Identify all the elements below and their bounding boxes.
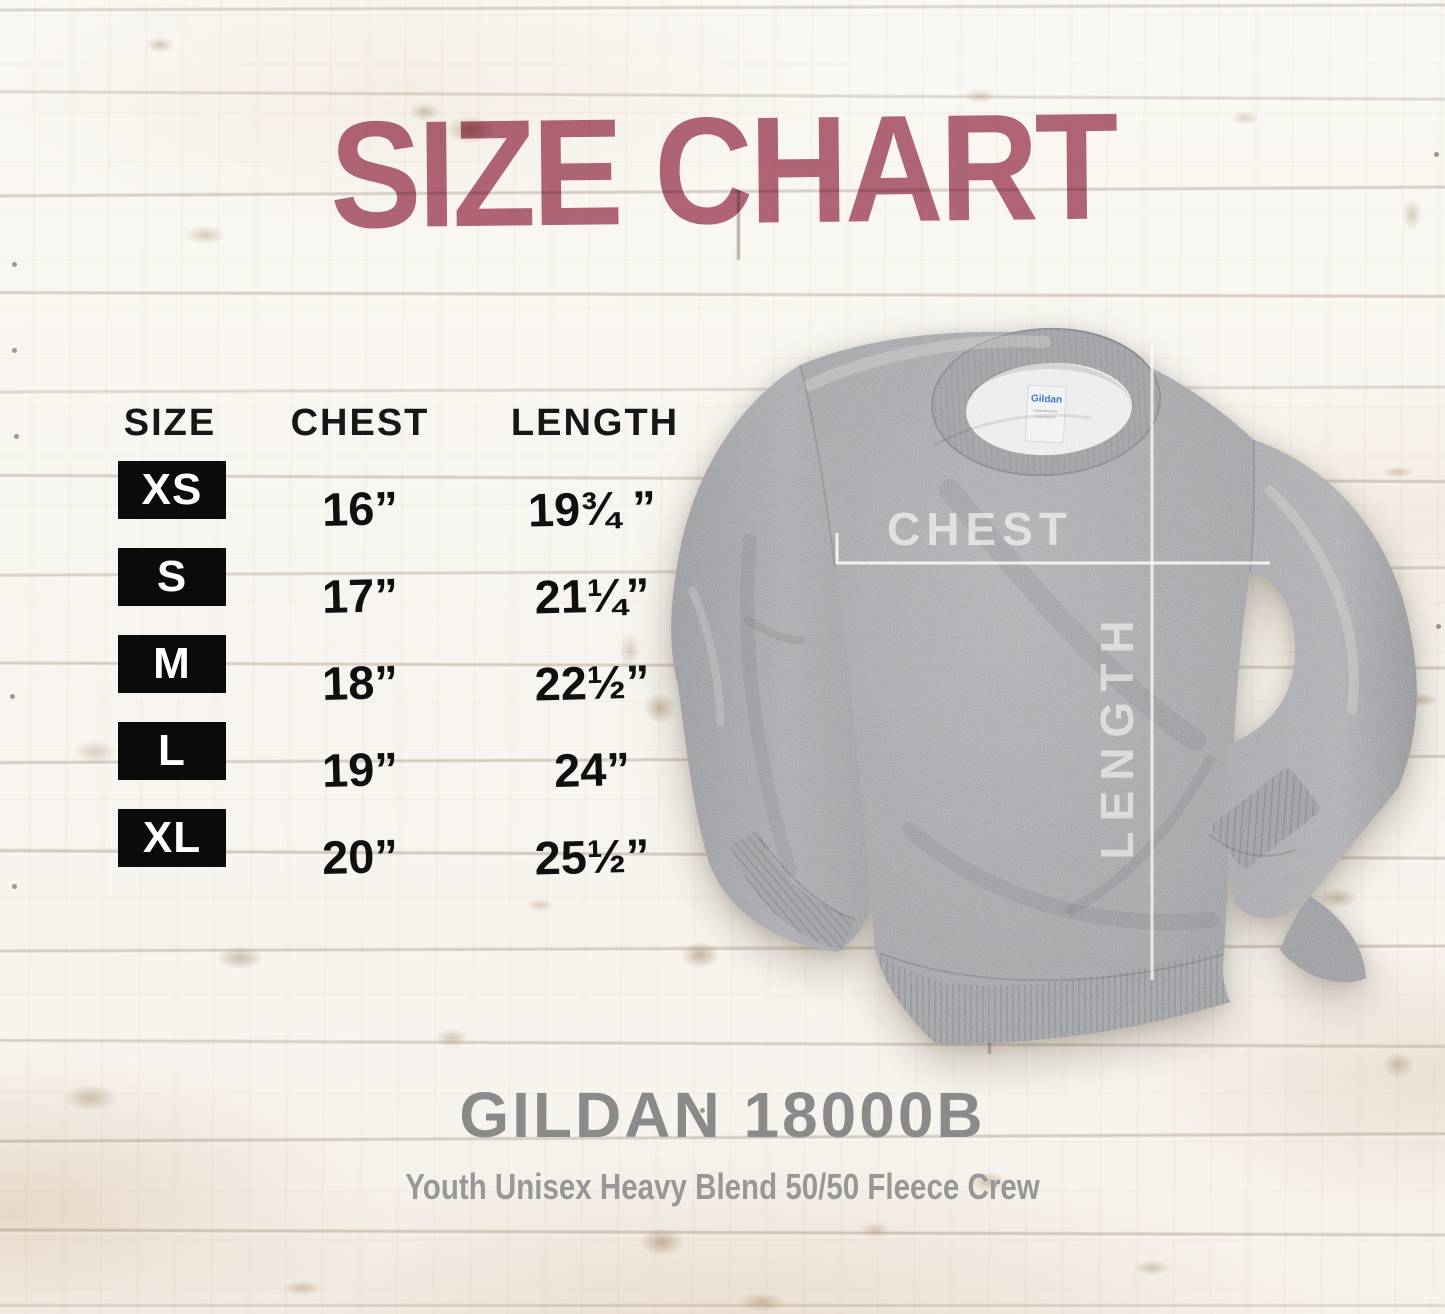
wood-knot [673, 936, 727, 974]
table-row: L 19” 24” [0, 722, 760, 797]
wood-knot [1376, 464, 1420, 480]
chest-value: 19” [321, 742, 399, 797]
wood-knot [274, 1277, 330, 1299]
wood-knot [403, 99, 447, 125]
wood-knot [176, 222, 234, 248]
wood-knot [958, 85, 1002, 107]
measurement-overlay: CHEST LENGTH [835, 345, 1270, 980]
page-title: SIZE CHART [329, 81, 1116, 261]
nail-hole [700, 1108, 705, 1113]
chest-overlay-label: CHEST [887, 503, 1073, 555]
wood-knot [65, 734, 125, 770]
chest-value: 18” [321, 655, 399, 710]
wood-knot [631, 1223, 693, 1261]
table-row: XS 16” 19¾ ” [0, 461, 760, 537]
wood-knot [615, 625, 645, 675]
product-code: GILDAN 18000B [459, 1079, 986, 1151]
product-name: Youth Unisex Heavy Blend 50/50 Fleece Cr… [405, 1166, 1040, 1207]
wood-knot [1126, 1257, 1178, 1279]
wood-knot [853, 1219, 897, 1241]
wood-knot [207, 942, 273, 974]
column-header-size: SIZE [123, 402, 217, 444]
nail-hole [10, 694, 15, 699]
column-header-chest: CHEST [290, 402, 430, 444]
wood-knot [1398, 193, 1426, 237]
wood-plank-seam [0, 1228, 1445, 1237]
size-badge: M [118, 635, 226, 693]
chest-value: 16” [321, 481, 399, 536]
table-row: M 18” 22½” [0, 635, 760, 710]
size-badge: XL [118, 809, 226, 867]
nail-hole [1434, 152, 1439, 157]
wood-knot [435, 111, 505, 149]
column-header-length: LENGTH [510, 402, 680, 444]
table-row: XL 20” 25½” [0, 809, 760, 884]
wood-plank-joint [737, 190, 740, 260]
nail-hole [12, 884, 17, 889]
size-badge: S [118, 548, 226, 606]
length-overlay-label: LENGTH [1091, 610, 1143, 859]
wood-knot [962, 1168, 1014, 1196]
nail-hole [12, 348, 17, 353]
wood-knot [637, 686, 683, 730]
nail-hole [12, 262, 17, 267]
wood-plank-seam [0, 1304, 1445, 1307]
chest-measure-line [835, 533, 1270, 565]
wood-knot [52, 1079, 128, 1117]
nail-hole [1436, 624, 1441, 629]
sweatshirt-photo: Gildan [671, 327, 1417, 1044]
nail-hole [14, 434, 19, 439]
wood-knot [520, 895, 560, 915]
size-badge: L [118, 722, 226, 780]
wood-knot [1225, 108, 1265, 128]
wood-knot [140, 34, 180, 56]
chest-value: 17” [321, 568, 399, 623]
wood-knot [428, 1025, 476, 1051]
chest-value: 20” [321, 829, 399, 884]
size-badge: XS [118, 461, 226, 519]
wood-knot [1376, 1047, 1420, 1083]
table-row: S 17” 21¼” [0, 548, 760, 623]
wood-knot [729, 1289, 795, 1314]
wood-plank-seam [0, 3, 1445, 12]
